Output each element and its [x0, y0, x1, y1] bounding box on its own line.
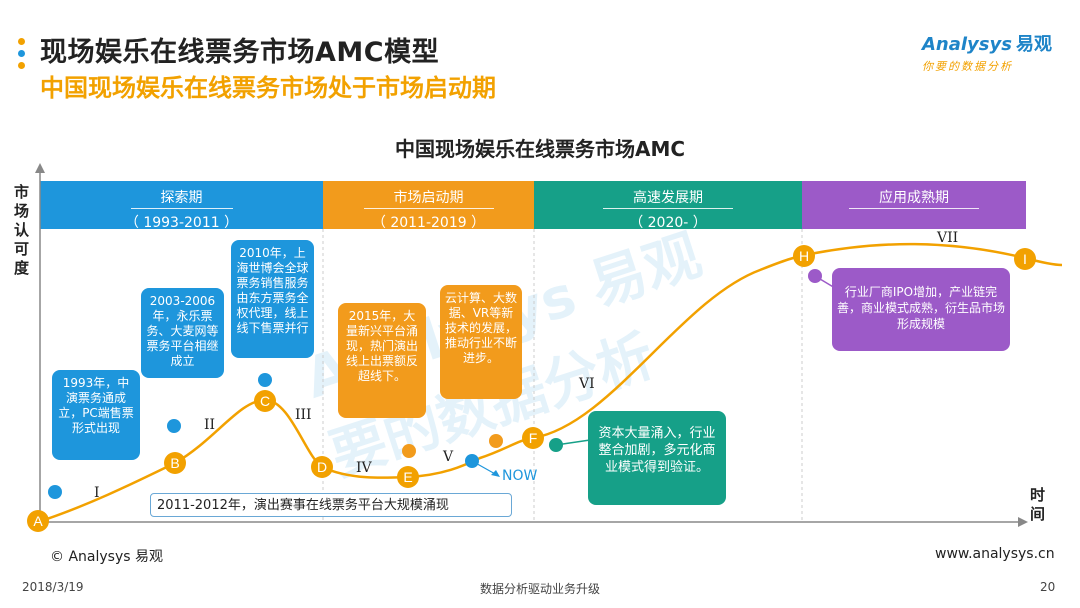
- stage-label-7: VII: [937, 230, 959, 246]
- stage-label-2: II: [204, 417, 216, 433]
- stage-label-5: V: [443, 449, 454, 465]
- phase-name: 市场启动期: [363, 187, 494, 209]
- logo-en: Analysys: [922, 34, 1012, 55]
- page-number: 20: [1040, 580, 1056, 594]
- point-marker-b: B: [164, 452, 186, 474]
- stage-label-1: I: [94, 485, 100, 501]
- x-axis-label: 时间: [1030, 486, 1046, 523]
- point-marker-e: E: [397, 466, 419, 488]
- page-title: 现场娱乐在线票务市场AMC模型: [40, 37, 440, 68]
- phase-range: （ 2020- ）: [629, 215, 707, 231]
- footer-date: 2018/3/19: [22, 580, 84, 594]
- phase-name: 应用成熟期: [849, 187, 979, 209]
- phase-range: （ 2011-2019 ）: [371, 215, 486, 231]
- footer-slogan: 数据分析驱动业务升级: [479, 582, 600, 596]
- phase-exploration: 探索期 （ 1993-2011 ）: [40, 181, 323, 231]
- svg-text:A: A: [33, 513, 43, 529]
- anchor-dot: [489, 434, 503, 448]
- callout-capital-influx: 资本大量涌入，行业整合加剧，多元化商业模式得到验证。: [588, 411, 726, 505]
- callout-2015: 2015年，大量新兴平台涌现，热门演出线上出票额反超线下。: [338, 303, 426, 418]
- x-axis-arrow: [1018, 517, 1028, 527]
- phase-market-launch: 市场启动期 （ 2011-2019 ）: [323, 181, 534, 231]
- analysys-logo: Analysys 易观 你要的数据分析: [922, 30, 1072, 74]
- stage-label-3: III: [295, 407, 312, 423]
- anchor-dot: [808, 269, 822, 283]
- point-marker-a: A: [27, 510, 49, 532]
- y-axis-label: 市场认可度: [14, 183, 30, 277]
- chart-title: 中国现场娱乐在线票务市场AMC: [394, 137, 686, 161]
- bullet-dot-3: [18, 62, 25, 69]
- svg-text:C: C: [260, 393, 270, 409]
- callout-1993: 1993年，中演票务通成立，PC端售票形式出现: [52, 370, 140, 460]
- bullet-dot-1: [18, 38, 25, 45]
- now-label: NOW: [502, 468, 538, 484]
- point-marker-h: H: [793, 245, 815, 267]
- callout-new-tech: 云计算、大数据、VR等新技术的发展，推动行业不断进步。: [440, 285, 522, 399]
- logo-wordmark: Analysys 易观: [922, 30, 1072, 56]
- phase-maturity: 应用成熟期: [802, 181, 1026, 229]
- anchor-dot: [48, 485, 62, 499]
- page-subtitle: 中国现场娱乐在线票务市场处于市场启动期: [40, 74, 496, 102]
- anchor-dot: [167, 419, 181, 433]
- svg-text:E: E: [403, 469, 412, 485]
- anchor-dot: [549, 438, 563, 452]
- bullet-dot-2: [18, 50, 25, 57]
- callout-2010: 2010年，上海世博会全球票务销售服务由东方票务全权代理，线上线下售票并行: [231, 240, 314, 358]
- svg-text:I: I: [1023, 251, 1027, 267]
- logo-tagline: 你要的数据分析: [922, 60, 1013, 73]
- point-marker-c: C: [254, 390, 276, 412]
- svg-text:H: H: [799, 248, 809, 264]
- svg-text:B: B: [170, 455, 179, 471]
- svg-text:F: F: [529, 430, 538, 446]
- point-marker-i: I: [1014, 248, 1036, 270]
- y-axis-arrow: [35, 163, 45, 173]
- callout-maturity: 行业厂商IPO增加，产业链完善，商业模式成熟，衍生品市场形成规模: [832, 268, 1010, 351]
- callout-2003-2006: 2003-2006年，永乐票务、大麦网等票务平台相继成立: [141, 288, 224, 378]
- phase-name: 探索期: [130, 187, 233, 209]
- stage-label-4: IV: [356, 460, 372, 476]
- anchor-dot: [402, 444, 416, 458]
- point-marker-f: F: [522, 427, 544, 449]
- phase-range: （ 1993-2011 ）: [124, 215, 239, 231]
- stage-label-6: VI: [579, 376, 595, 392]
- phase-name: 高速发展期: [603, 187, 733, 209]
- note-2011-2012: 2011-2012年，演出赛事在线票务平台大规模涌现: [150, 493, 512, 517]
- logo-cn: 易观: [1015, 34, 1052, 55]
- title-bullet-dots: [18, 38, 26, 74]
- amc-curve: [37, 242, 1063, 524]
- phase-rapid-growth: 高速发展期 （ 2020- ）: [534, 181, 802, 231]
- anchor-dot: [258, 373, 272, 387]
- now-dot: [465, 454, 479, 468]
- svg-text:D: D: [317, 459, 327, 475]
- copyright-text: © Analysys 易观: [50, 549, 163, 565]
- now-pointer-arrow: [491, 470, 500, 477]
- website-link[interactable]: www.analysys.cn: [935, 546, 1055, 562]
- point-marker-d: D: [311, 456, 333, 478]
